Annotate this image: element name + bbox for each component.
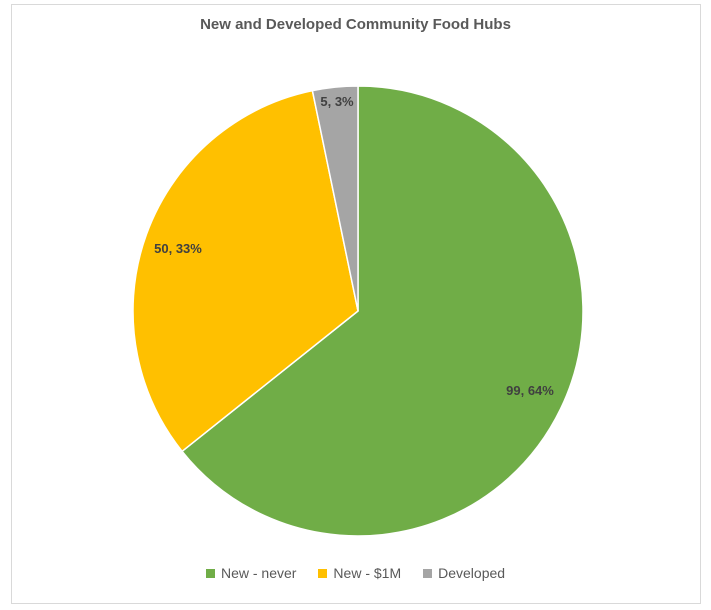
data-label-new-1m: 50, 33% <box>154 241 202 256</box>
legend-item-new-1m: New - $1M <box>318 565 401 581</box>
chart-title: New and Developed Community Food Hubs <box>200 16 511 33</box>
legend-item-new-never: New - never <box>205 565 297 581</box>
legend-swatch-developed <box>423 568 433 578</box>
legend-label-new-never: New - never <box>220 565 297 581</box>
legend-swatch-new-never <box>205 568 215 578</box>
data-label-developed: 5, 3% <box>320 94 354 109</box>
legend-label-new-1m: New - $1M <box>333 565 402 581</box>
legend: New - never New - $1M Developed <box>0 565 711 581</box>
pie-slice-new-never <box>181 85 584 537</box>
pie-slice-developed <box>311 85 359 312</box>
data-label-new-never: 99, 64% <box>506 383 554 398</box>
legend-label-developed: Developed <box>438 565 506 581</box>
legend-swatch-new-1m <box>318 568 328 578</box>
legend-item-developed: Developed <box>423 565 505 581</box>
pie-slice-new-1m <box>132 89 359 453</box>
